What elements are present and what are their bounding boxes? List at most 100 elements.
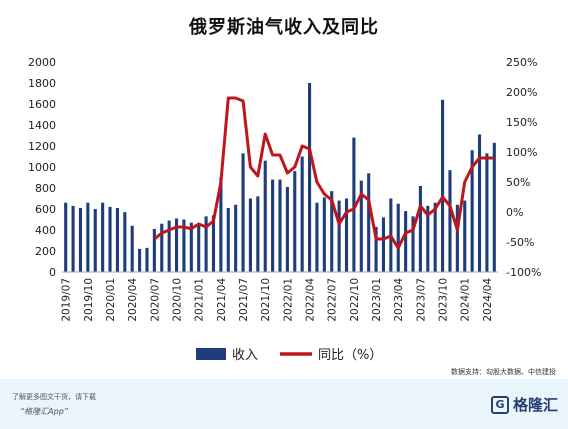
right-axis-tick-label: 50% [506,176,530,189]
bar-income [78,207,83,272]
bar-income [470,150,474,272]
legend-swatch-income [196,348,226,360]
chart-title: 俄罗斯油气收入及同比 [189,17,379,38]
bar-income [64,202,68,272]
bar-income [426,205,430,272]
left-axis-tick-label: 1400 [28,119,56,132]
footer-download-hint: 了解更多图文干货，请下载 [12,393,96,401]
x-axis-tick-label: 2023/04 [393,278,405,322]
bar-income [433,202,437,272]
x-axis-tick-label: 2022/01 [282,278,294,322]
bar-income [271,179,275,272]
x-axis-tick-label: 2022/07 [327,278,339,322]
bar-income [359,180,363,272]
bar-income [86,202,90,272]
left-axis-tick-label: 800 [35,182,56,195]
bar-income [404,211,408,272]
x-axis-tick-label: 2019/10 [83,278,95,322]
brand-logo[interactable]: G 格隆汇 [490,394,558,415]
right-axis-tick-label: 0% [506,206,523,219]
right-axis-tick-label: 200% [506,86,537,99]
bar-income [256,196,260,272]
chart-svg: 0 200 400 600 800 1000 1200 1400 1600 1800 2000 -10… [28,56,541,363]
bar-income [204,216,208,272]
x-axis-tick-label: 2020/04 [127,278,139,322]
bar-income [152,228,156,272]
left-axis-tick-label: 1600 [28,98,56,111]
x-axis-tick-label: 2024/01 [460,278,472,322]
left-axis-tick-label: 2000 [28,56,56,69]
bar-income [352,137,356,272]
x-axis-tick-label: 2020/10 [172,278,184,322]
left-axis-tick-label: 600 [35,203,56,216]
bar-income [101,202,105,272]
right-axis-tick-label: 150% [506,116,537,129]
bar-income [145,247,149,272]
bar-income [315,202,319,272]
bar-income [197,224,201,272]
bar-income [130,225,134,272]
left-axis-tick-label: 400 [35,224,56,237]
bar-income [492,142,496,272]
x-axis-tick-label: 2022/10 [349,278,361,322]
x-axis-tick-label: 2023/10 [438,278,450,322]
bar-income [381,217,386,272]
x-axis-tick-label: 2024/04 [482,278,494,322]
right-axis-tick-label: -100% [506,266,541,279]
x-axis-tick-label: 2019/07 [61,278,73,322]
left-axis-tick-label: 1000 [28,161,56,174]
bar-income [322,197,326,272]
bar-income [167,220,171,272]
bar-income [418,185,422,272]
bar-income [330,191,334,272]
bar-income [278,179,282,272]
logo-icon: G [490,395,509,414]
footer-app-name[interactable]: “格隆汇App” [20,407,68,416]
bar-income [108,206,112,272]
logo-text: 格隆汇 [512,396,558,414]
right-axis-tick-label: 100% [506,146,537,159]
x-axis-tick-label: 2021/07 [238,278,250,322]
bar-income [189,222,193,272]
bar-income [285,186,289,272]
bar-income [71,205,75,272]
bar-income [182,219,186,272]
bar-income [263,160,267,272]
line-yoy [153,96,495,250]
bar-income [234,204,238,272]
bar-income [463,200,467,272]
bar-income [367,173,371,272]
bar-income [115,207,119,272]
source-note: 数据支持：勾股大数据、中信建投 [451,368,556,376]
left-axis-tick-label: 200 [35,245,56,258]
x-axis-tick-label: 2023/07 [415,278,427,322]
left-axis-tick-label: 1200 [28,140,56,153]
bar-income [477,134,482,272]
right-axis-tick-label: 250% [506,56,537,69]
x-axis-tick-label: 2022/04 [305,278,317,322]
bar-income [138,248,142,272]
x-axis-tick-label: 2020/01 [105,278,117,322]
x-axis-tick-label: 2020/07 [149,278,161,322]
bar-income [219,177,223,272]
bar-income [441,99,445,272]
bar-income [174,218,179,272]
bar-income [123,212,127,272]
bar-income [293,171,297,272]
bar-income [337,200,341,272]
bar-income [211,215,216,272]
x-axis-tick-label: 2021/04 [216,278,228,322]
bar-income [308,83,312,272]
bar-income [396,203,400,272]
bar-income [300,156,304,272]
left-axis-tick-label: 1800 [28,77,56,90]
left-axis-tick-label: 0 [49,266,56,279]
legend-label-income: 收入 [232,348,258,363]
bar-income [455,204,459,272]
x-axis-tick-label: 2023/01 [371,278,383,322]
bar-income [374,226,378,272]
bar-income [344,198,349,272]
x-axis-tick-label: 2021/10 [260,278,272,322]
x-axis-tick-label: 2021/01 [194,278,206,322]
bar-income [248,198,252,272]
